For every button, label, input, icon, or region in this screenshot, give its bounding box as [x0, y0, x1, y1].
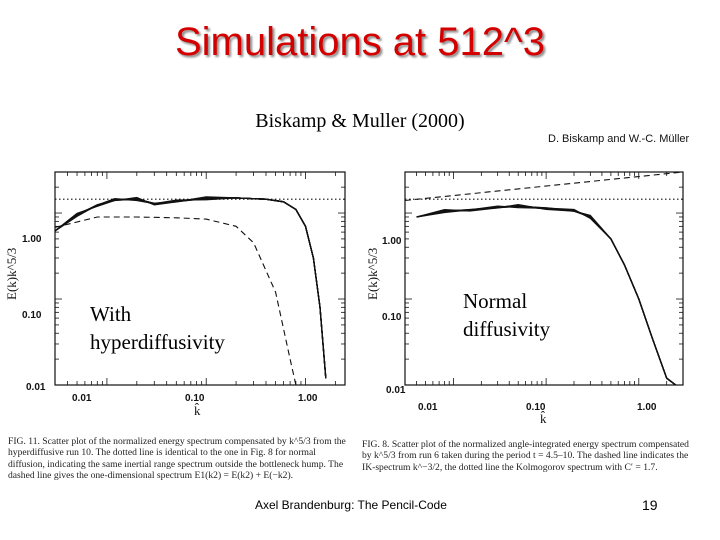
right-ytick-3: 0.01 — [386, 385, 406, 396]
left-xtick-1: 0.01 — [72, 393, 92, 404]
left-plot-frame — [54, 171, 346, 386]
left-xtick-2: 0.10 — [185, 393, 205, 404]
right-overlay-label: Normal diffusivity — [463, 287, 550, 343]
left-ylabel: E(k)k^5/3 — [4, 248, 19, 300]
right-series-solid-5 — [416, 205, 677, 386]
paper-authors: D. Biskamp and W.-C. Müller — [548, 133, 690, 145]
right-series-dashed — [404, 171, 684, 202]
left-xlabel: k̂ — [194, 403, 201, 418]
right-ytick-2: 0.10 — [382, 312, 402, 323]
left-overlay-label: With hyperdiffusivity — [90, 300, 225, 356]
right-plot: 1.00 0.10 0.01 0.01 0.10 1.00 k̂ E(k)k^5… — [365, 171, 684, 426]
right-xtick-1: 0.01 — [418, 402, 438, 413]
left-series-solid-5 — [54, 197, 327, 379]
right-caption: FIG. 8. Scatter plot of the normalized a… — [362, 439, 689, 473]
left-ytick-1: 1.00 — [22, 234, 42, 245]
slide-footer: Axel Brandenburg: The Pencil-Code — [255, 498, 447, 512]
right-ylabel: E(k)k^5/3 — [365, 248, 380, 300]
right-overlay-line1: Normal — [463, 289, 528, 313]
left-series-dashed — [54, 216, 297, 386]
page-number: 19 — [642, 497, 658, 513]
right-ytick-1: 1.00 — [382, 236, 402, 247]
right-overlay-line2: diffusivity — [463, 317, 551, 341]
slide-title: Simulations at 512^3 — [174, 20, 546, 64]
reference-citation: Biskamp & Muller (2000) — [255, 110, 465, 132]
right-xtick-2: 0.10 — [526, 402, 546, 413]
left-xtick-3: 1.00 — [298, 393, 318, 404]
left-overlay-line2: hyperdiffusivity — [90, 330, 225, 354]
left-plot: 1.00 0.10 0.01 0.01 0.10 1.00 k̂ E(k)k^5… — [4, 171, 346, 418]
left-ytick-2: 0.10 — [22, 310, 42, 321]
left-overlay-line1: With — [90, 302, 132, 326]
left-ytick-3: 0.01 — [26, 382, 46, 393]
left-caption: FIG. 11. Scatter plot of the normalized … — [8, 436, 346, 482]
right-xtick-3: 1.00 — [637, 402, 657, 413]
right-xlabel: k̂ — [540, 411, 547, 426]
right-plot-frame — [404, 171, 684, 386]
